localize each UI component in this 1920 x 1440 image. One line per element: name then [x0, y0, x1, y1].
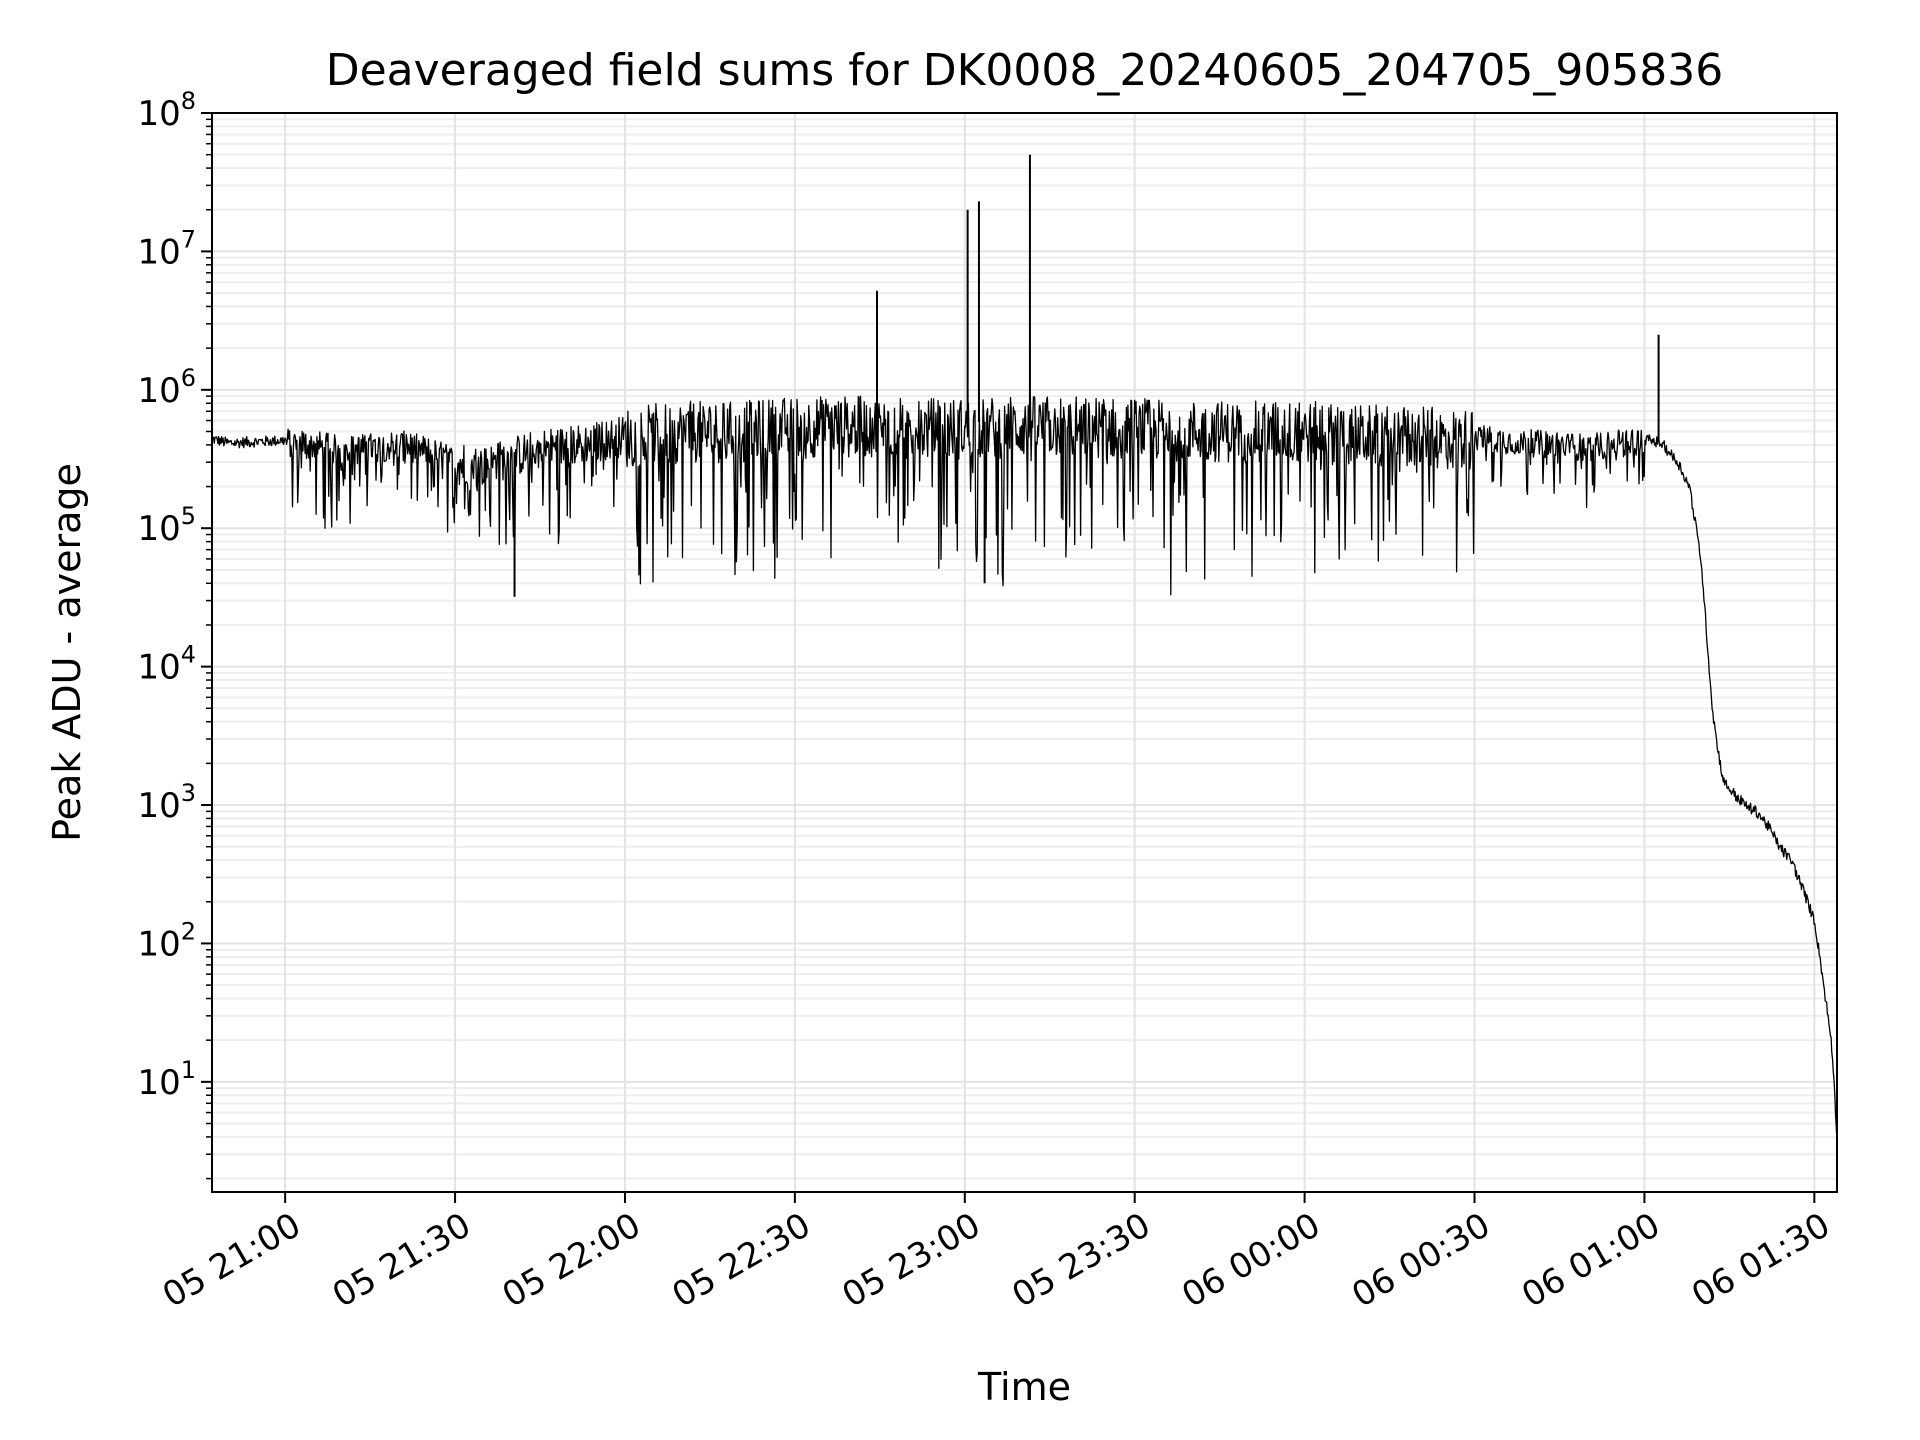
y-tick-label: 106 — [137, 364, 196, 411]
y-tick-label: 101 — [137, 1056, 196, 1103]
y-tick-label: 107 — [137, 225, 196, 272]
axes-frame — [211, 112, 1838, 1193]
y-tick-label: 105 — [137, 502, 196, 549]
plot-area — [211, 154, 1838, 1143]
data-series-line — [211, 395, 1838, 1143]
y-axis-title: Peak ADU - average — [45, 463, 89, 842]
y-tick-label: 104 — [137, 641, 196, 688]
y-tick-label: 103 — [137, 779, 196, 826]
chart-title: Deaveraged field sums for DK0008_2024060… — [326, 45, 1724, 96]
grid — [212, 112, 1837, 1192]
y-tick-label: 108 — [137, 87, 196, 134]
x-axis-title: Time — [977, 1365, 1071, 1409]
y-tick-label: 102 — [137, 917, 196, 964]
